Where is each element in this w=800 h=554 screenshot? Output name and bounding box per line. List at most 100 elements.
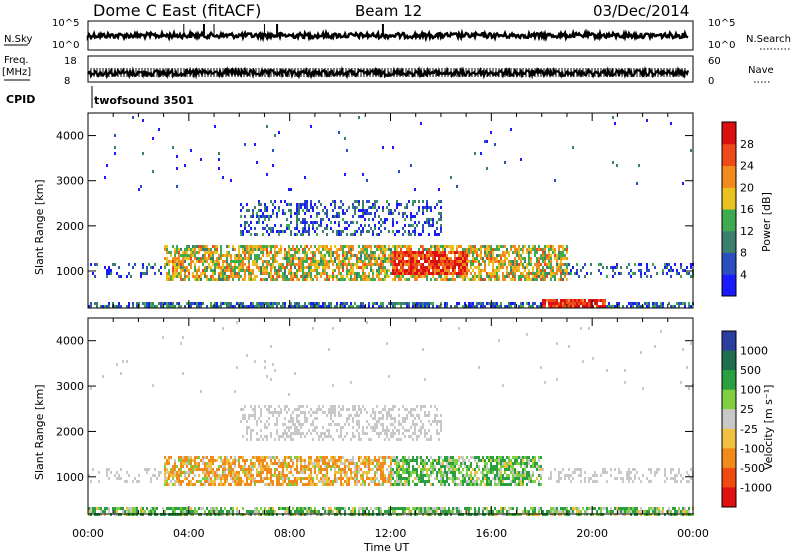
power-cell [354,278,356,281]
vel-cell [304,465,306,468]
vel-cell [354,405,356,408]
vel-cell [382,462,384,465]
power-cell [308,230,310,233]
vel-cell [358,459,360,462]
vel-cell [328,459,330,462]
power-cell [558,245,560,248]
vel-cell [116,471,118,474]
vel-cell [358,471,360,474]
vel-cell [208,474,210,477]
power-cell [680,266,682,269]
vel-cell [212,510,214,513]
power-cell [444,245,446,248]
power-cell [166,302,168,305]
power-cell [506,251,508,254]
power-cell [418,305,420,308]
power-cell [298,257,300,260]
power-cell [542,254,544,257]
power-cell [352,245,354,248]
power-cell [284,278,286,281]
vel-cell [232,474,234,477]
power-cell [210,257,212,260]
vel-cell [398,408,400,411]
vel-cell [328,462,330,465]
vel-cell [312,411,314,414]
power-cell [576,272,578,275]
vel-cell [298,456,300,459]
power-cell [272,209,274,212]
vel-cell [416,405,418,408]
vel-cell [274,411,276,414]
power-cell [286,260,288,263]
power-cell [554,272,556,275]
vel-cell [378,411,380,414]
power-cell [342,254,344,257]
nsky-trace [86,24,689,43]
power-cell [410,233,412,236]
power-cell [438,248,440,251]
vel-cell [198,480,200,483]
power-cell [276,272,278,275]
power-cell [588,305,590,308]
power-cell [298,305,300,308]
power-cell [142,272,144,275]
power-cell [356,260,358,263]
power-cell [362,272,364,275]
vel-cell [234,390,236,393]
vel-cell [322,477,324,480]
vel-cell [182,459,184,462]
power-cell [362,278,364,281]
vel-cell [424,468,426,471]
power-cell [358,245,360,248]
power-cell [544,260,546,263]
power-cell [456,275,458,278]
vel-cell [178,459,180,462]
vel-cell [302,471,304,474]
power-cell [498,269,500,272]
power-cell [224,254,226,257]
power-cell [670,305,672,308]
power-cell [542,302,544,305]
power-cell [386,269,388,272]
vel-cell [286,483,288,486]
vel-cell [284,507,286,510]
power-cell [228,251,230,254]
power-cell [250,227,252,230]
vel-cell [402,477,404,480]
power-cell [374,245,376,248]
vel-cell [298,510,300,513]
power-cell [218,257,220,260]
power-cell [542,257,544,260]
power-cell [582,305,584,308]
vel-cell [314,465,316,468]
power-cell [424,275,426,278]
vel-cell [282,468,284,471]
power-cell [488,251,490,254]
vel-cell [352,459,354,462]
power-cell [266,224,268,227]
power-cell [204,248,206,251]
vel-cell [254,411,256,414]
vel-cell [276,423,278,426]
power-cell [312,224,314,227]
power-cell [634,302,636,305]
power-cell [494,272,496,275]
vel-cell [270,435,272,438]
power-cell [128,263,130,266]
power-cell [296,278,298,281]
power-cell [306,245,308,248]
power-cell [362,269,364,272]
vel-cell [354,510,356,513]
vel-cell [406,429,408,432]
power-cell [340,272,342,275]
power-cell [646,305,648,308]
vel-cell [374,426,376,429]
power-cell [394,260,396,263]
power-cell [566,257,568,260]
power-cell [338,260,340,263]
power-cell [202,302,204,305]
vel-cell [358,405,360,408]
vel-cell [114,510,116,513]
power-cell [378,215,380,218]
vel-cell [290,417,292,420]
